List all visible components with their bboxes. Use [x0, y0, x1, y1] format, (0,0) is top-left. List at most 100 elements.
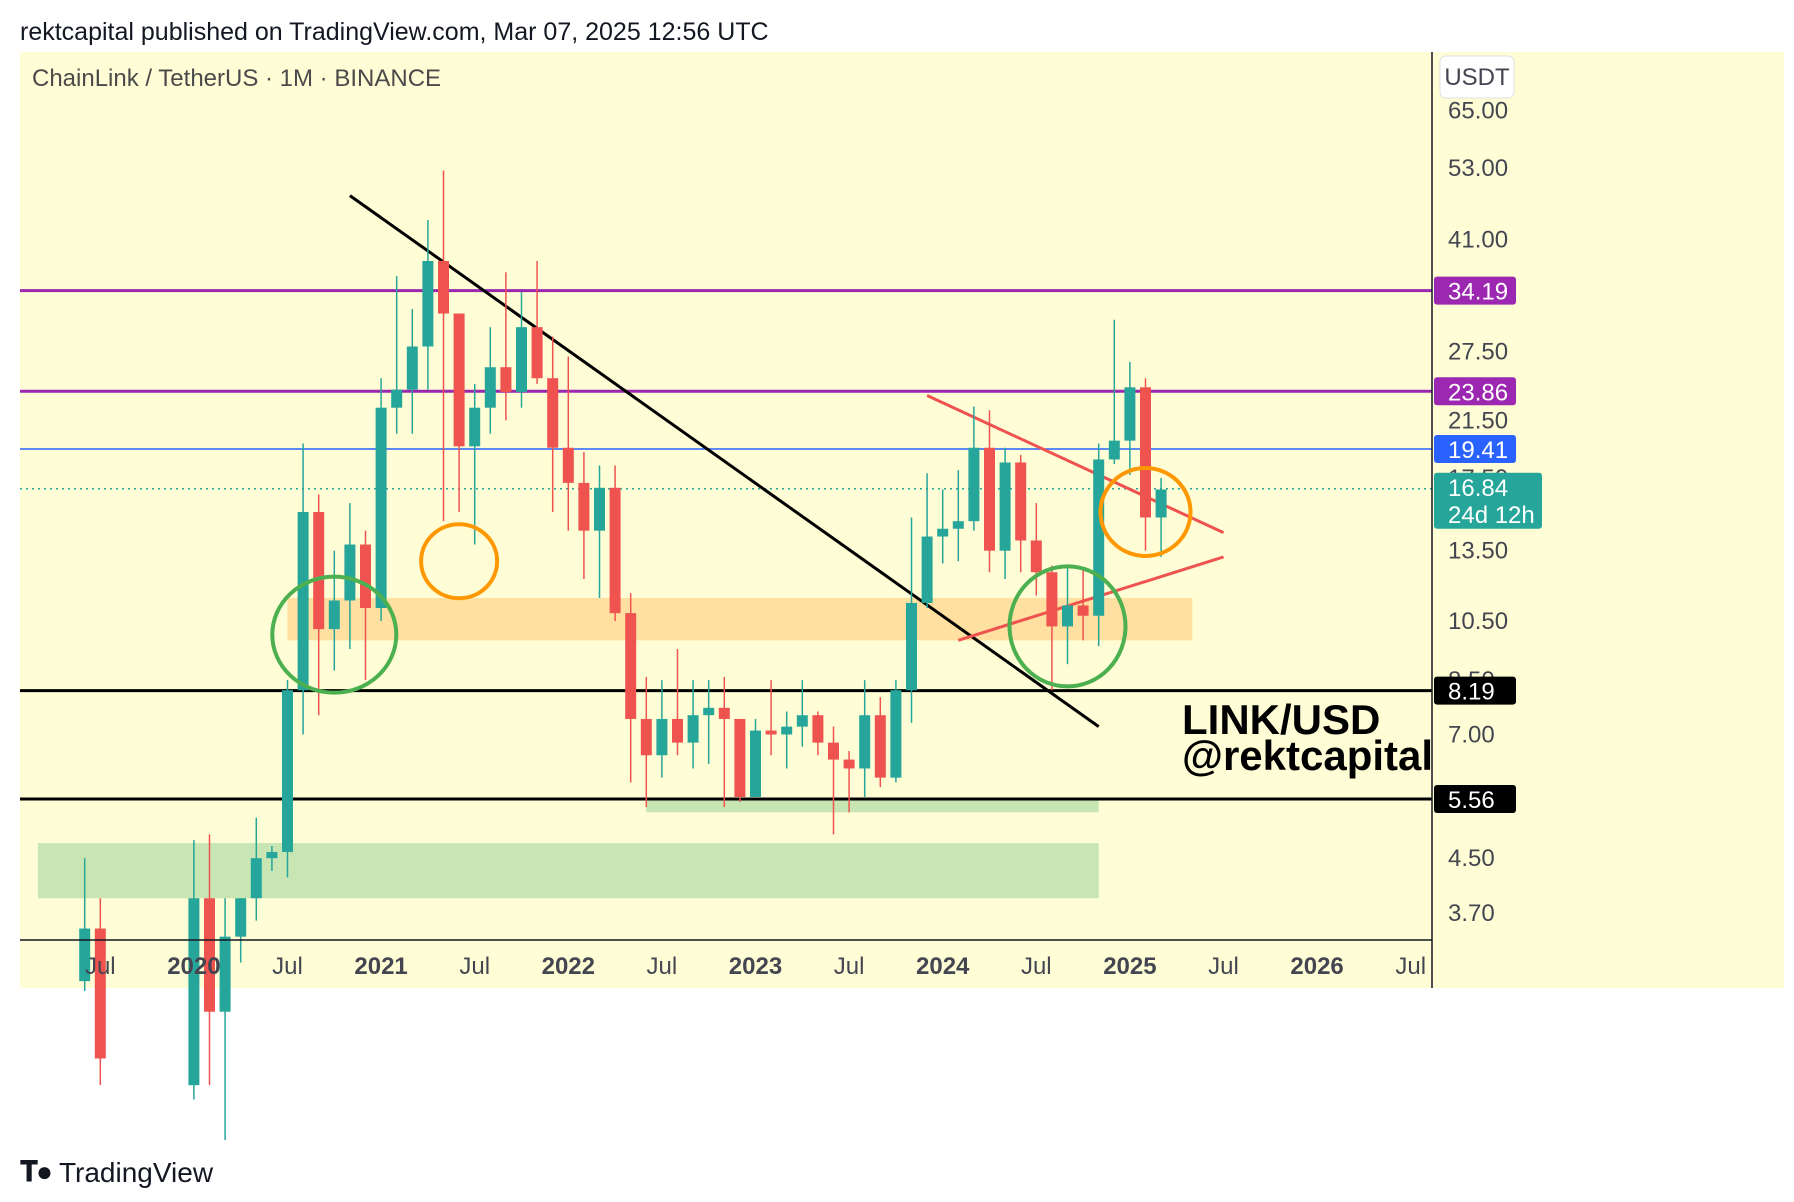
publish-header: rektcapital published on TradingView.com… [20, 18, 769, 46]
candle[interactable] [640, 676, 652, 808]
candle[interactable] [781, 711, 793, 769]
trendline[interactable] [957, 555, 1224, 642]
level-badge[interactable]: 19.41 [1434, 435, 1516, 464]
candle[interactable] [500, 272, 512, 421]
candle[interactable] [609, 465, 621, 622]
candle-body [453, 313, 465, 447]
candle-body [734, 718, 746, 797]
candle[interactable] [594, 465, 605, 599]
candle[interactable] [765, 680, 777, 756]
candle[interactable] [391, 276, 403, 434]
candle[interactable] [469, 383, 481, 545]
price-chart[interactable]: ChainLink / TetherUS · 1M · BINANCE LINK… [20, 52, 1784, 1140]
highlight-circle [270, 574, 399, 695]
candle[interactable] [1062, 565, 1073, 665]
trendline[interactable] [349, 194, 1100, 728]
candle[interactable] [625, 593, 637, 783]
tradingview-logo[interactable]: 𝐓● TradingView [20, 1156, 213, 1189]
candle[interactable] [235, 898, 247, 963]
candle-body [250, 858, 262, 899]
candle[interactable] [422, 219, 434, 390]
candle[interactable] [874, 697, 886, 788]
candle[interactable] [1108, 319, 1120, 464]
candle[interactable] [968, 406, 980, 531]
level-badge[interactable]: 5.56 [1434, 784, 1516, 814]
candle-body [984, 447, 995, 551]
level-badge-label: 23.86 [1448, 379, 1508, 406]
level-badge-bg [1434, 784, 1516, 813]
candle[interactable] [750, 718, 761, 797]
candle-body [204, 898, 215, 1012]
level-badge[interactable]: 34.19 [1434, 276, 1516, 306]
time-tick-label: Jul [459, 953, 490, 980]
candle[interactable] [1015, 455, 1027, 573]
candle[interactable] [360, 530, 371, 681]
candle[interactable] [578, 452, 590, 580]
candle-body [828, 742, 839, 760]
candle[interactable] [204, 834, 215, 1086]
candle[interactable] [734, 718, 746, 803]
candle-body [344, 544, 356, 601]
candle[interactable] [812, 711, 824, 756]
candle[interactable] [796, 680, 808, 747]
candle[interactable] [1124, 361, 1136, 475]
candle[interactable] [438, 170, 449, 522]
level-badge[interactable]: 8.19 [1434, 676, 1516, 706]
candle[interactable] [406, 309, 418, 434]
candle[interactable] [1077, 569, 1089, 641]
candle[interactable] [703, 680, 715, 765]
candle[interactable] [890, 680, 902, 783]
candle[interactable] [718, 676, 730, 808]
candle[interactable] [94, 898, 106, 1086]
candle-body [219, 936, 231, 1012]
price-tick-label: 21.50 [1448, 407, 1508, 434]
level-badge-bg [1434, 377, 1516, 406]
price-tick-label: 41.00 [1448, 227, 1508, 254]
candle[interactable] [1155, 478, 1167, 557]
candle[interactable] [999, 447, 1011, 580]
chart-frame[interactable]: ChainLink / TetherUS · 1M · BINANCE LINK… [20, 52, 1784, 1140]
candle[interactable] [313, 494, 325, 716]
candle[interactable] [328, 550, 340, 671]
candle[interactable] [1046, 565, 1058, 691]
candle[interactable] [375, 378, 387, 622]
candle[interactable] [1030, 503, 1042, 596]
candle[interactable] [984, 410, 995, 573]
candle[interactable] [79, 858, 91, 991]
tradingview-brand: TradingView [58, 1156, 214, 1188]
candle[interactable] [906, 517, 917, 723]
candle[interactable] [188, 840, 200, 1100]
candle[interactable] [266, 846, 278, 871]
candle[interactable] [937, 489, 949, 564]
candle[interactable] [687, 680, 699, 769]
trendline[interactable] [926, 394, 1225, 534]
candle[interactable] [547, 336, 559, 513]
candle[interactable] [843, 750, 855, 813]
candle[interactable] [952, 470, 964, 562]
candle[interactable] [859, 680, 871, 797]
time-tick-label: 2022 [542, 953, 595, 980]
candle[interactable] [531, 260, 543, 384]
candle[interactable] [1093, 443, 1105, 647]
candle[interactable] [562, 356, 574, 531]
level-badge-label: 34.19 [1448, 279, 1508, 306]
level-badge[interactable]: 23.86 [1434, 377, 1516, 406]
candle[interactable] [672, 649, 683, 756]
candle[interactable] [250, 817, 262, 921]
candle[interactable] [1140, 378, 1151, 551]
candle[interactable] [656, 680, 668, 778]
candle[interactable] [282, 680, 293, 878]
currency-button[interactable]: USDT [1439, 55, 1515, 99]
candle[interactable] [516, 292, 527, 408]
candle[interactable] [453, 313, 465, 513]
candle-body [937, 528, 949, 537]
price-tick-label: 7.00 [1448, 722, 1495, 749]
last-price-badge-bg [1434, 472, 1542, 529]
candle[interactable] [344, 503, 356, 650]
candle[interactable] [484, 327, 496, 434]
candle-body [1108, 440, 1120, 460]
candle[interactable] [921, 473, 933, 608]
candle[interactable] [828, 726, 839, 835]
candle-body [188, 898, 200, 1086]
